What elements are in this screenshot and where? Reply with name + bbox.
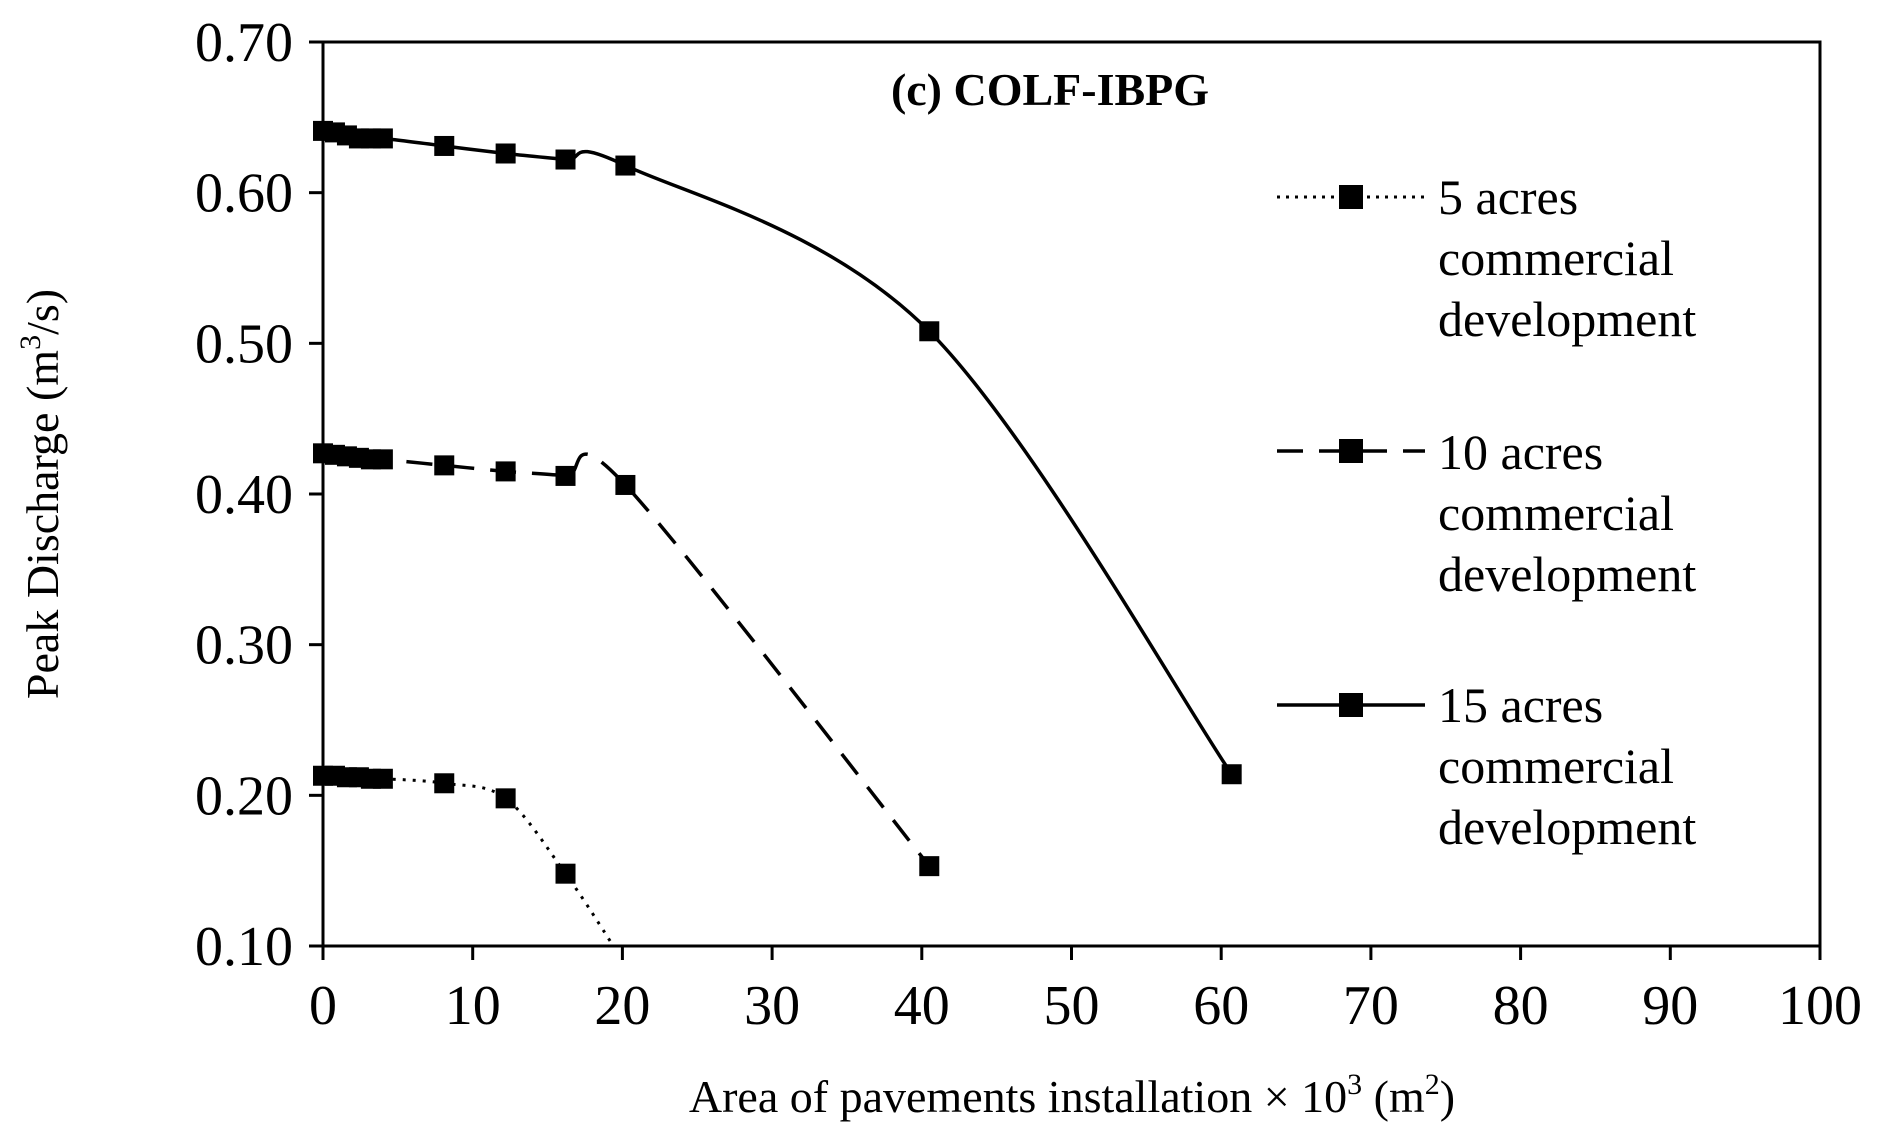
legend-label-15-acres-line1: 15 acres [1438,677,1603,733]
chart-title: (c) COLF-IBPG [891,64,1209,115]
data-point [495,461,516,482]
data-point [372,449,393,470]
legend-label-15-acres-line3: development [1438,799,1696,855]
x-tick-label: 100 [1778,975,1862,1037]
data-point [555,863,576,884]
x-tick-label: 50 [1044,975,1100,1037]
x-tick-label: 60 [1193,975,1249,1037]
x-tick-label: 90 [1642,975,1698,1037]
y-tick-label: 0.20 [195,765,293,827]
legend-marker-5-acres [1339,185,1363,209]
legend-label-10-acres-line3: development [1438,546,1696,602]
data-point [919,321,940,342]
data-point [615,155,636,176]
x-tick-label: 30 [744,975,800,1037]
legend-label-5-acres-line3: development [1438,291,1696,347]
legend-label-5-acres-line2: commercial [1438,230,1674,286]
y-tick-label: 0.40 [195,464,293,526]
legend-label-10-acres-line2: commercial [1438,485,1674,541]
x-tick-label: 40 [894,975,950,1037]
data-point [555,149,576,170]
data-point [555,465,576,486]
data-point [1221,764,1242,785]
legend-label-5-acres-line1: 5 acres [1438,169,1578,225]
y-tick-label: 0.50 [195,313,293,375]
y-tick-label: 0.30 [195,615,293,677]
y-tick-label: 0.60 [195,163,293,225]
data-point [372,768,393,789]
data-point [434,455,455,476]
y-axis-title: Peak Discharge (m3/s) [14,289,68,699]
legend-label-10-acres-line1: 10 acres [1438,424,1603,480]
y-tick-label: 0.70 [195,12,293,74]
axis-ticks: 0 10 20 30 40 50 60 70 80 90 100 0.10 0.20 0.30 0.40 0.… [195,12,1862,1037]
data-point [495,788,516,809]
x-axis-title: Area of pavements installation × 103 (m2… [689,1068,1455,1122]
x-tick-label: 10 [445,975,501,1037]
y-tick-label: 0.10 [195,916,293,978]
legend-entry-10-acres: 10 acres commercial development [1277,424,1696,602]
data-point [615,474,636,495]
data-point [919,856,940,877]
x-tick-label: 80 [1493,975,1549,1037]
plot-frame [321,40,1822,948]
data-point [495,143,516,164]
x-tick-label: 70 [1343,975,1399,1037]
data-point [372,128,393,149]
legend-marker-15-acres [1339,693,1363,717]
x-tick-label: 0 [309,975,337,1037]
legend-entry-5-acres: 5 acres commercial development [1277,169,1696,347]
data-point [434,135,455,156]
data-point [434,773,455,794]
legend-label-15-acres-line2: commercial [1438,738,1674,794]
x-tick-label: 20 [594,975,650,1037]
legend-marker-10-acres [1339,439,1363,463]
legend: 5 acres commercial development 10 acres … [1277,169,1696,855]
legend-entry-15-acres: 15 acres commercial development [1277,677,1696,855]
data-markers [313,120,1242,884]
